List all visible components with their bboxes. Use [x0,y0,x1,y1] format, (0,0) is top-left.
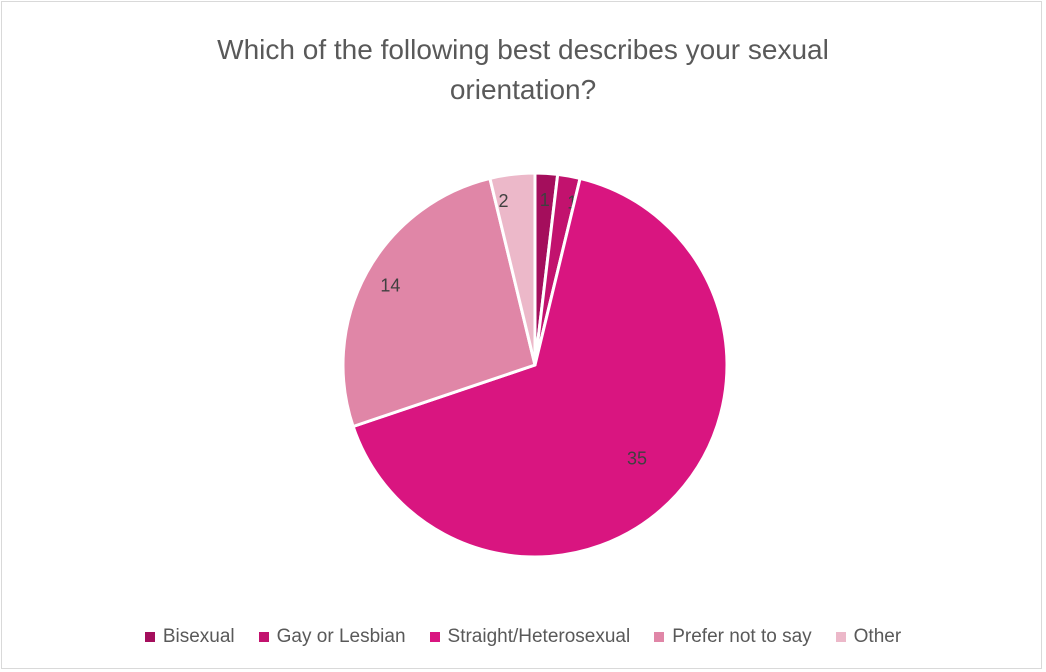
chart-legend: Bisexual Gay or Lesbian Straight/Heterosex… [0,622,1046,652]
legend-swatch-straight-heterosexual [429,632,440,642]
legend-swatch-prefer-not-to-say [654,632,665,642]
legend-item-gay-or-lesbian: Gay or Lesbian [258,626,406,648]
legend-label-gay-or-lesbian: Gay or Lesbian [276,626,406,647]
chart-title: Which of the following best describes yo… [0,30,1046,110]
data-label-gay-or-lesbian: 1 [567,192,577,212]
legend-label-bisexual: Bisexual [162,626,235,647]
pie-slice-straight-heterosexual [351,176,729,559]
legend-item-prefer-not-to-say: Prefer not to say [654,626,812,648]
chart-title-line-2: orientation? [449,74,597,105]
legend-swatch-bisexual [144,632,155,642]
legend-item-bisexual: Bisexual [144,626,235,648]
data-label-other: 2 [498,191,508,211]
data-label-prefer-not-to-say: 14 [380,275,400,295]
legend-swatch-gay-or-lesbian [258,632,269,642]
pie-slice-other [488,171,537,367]
data-label-straight-heterosexual: 35 [627,448,647,468]
legend-item-straight-heterosexual: Straight/Heterosexual [429,626,631,648]
chart-title-line-1: Which of the following best describes yo… [217,34,829,65]
data-label-bisexual: 1 [540,190,550,210]
legend-swatch-other [835,632,846,642]
legend-label-other: Other [853,626,902,647]
legend-label-straight-heterosexual: Straight/Heterosexual [447,626,631,647]
legend-item-other: Other [835,626,902,648]
pie-slice-prefer-not-to-say [341,176,537,428]
legend-label-prefer-not-to-say: Prefer not to say [672,626,812,647]
